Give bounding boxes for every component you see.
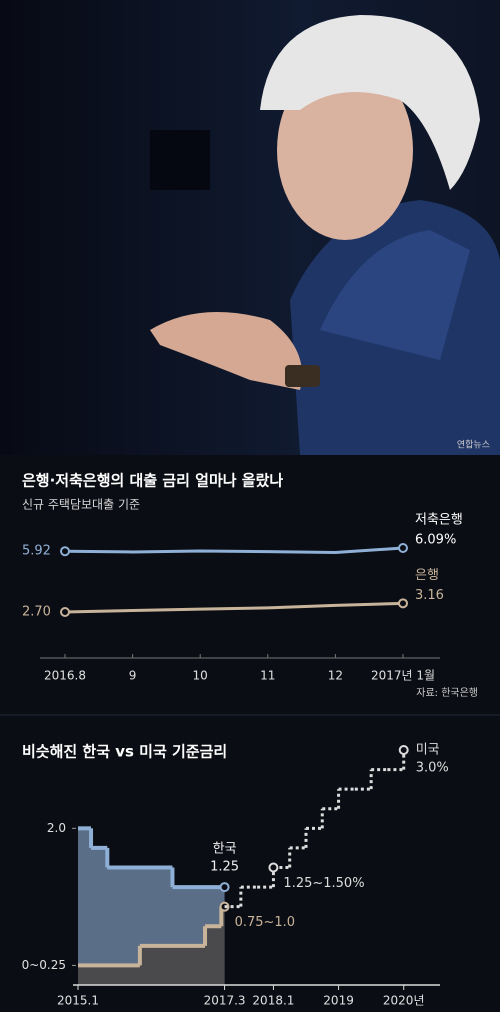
point — [398, 598, 408, 609]
line — [64, 546, 404, 555]
point — [60, 607, 70, 617]
series-name: 저축은행 — [415, 512, 463, 528]
x-tick-label: 2018.1 — [252, 994, 294, 1008]
value-label: 0.75~1.0 — [235, 915, 296, 930]
x-tick-label: 2015.1 — [57, 994, 99, 1008]
point — [268, 862, 279, 873]
chart-subtitle: 신규 주택담보대출 기준 — [22, 498, 140, 512]
x-tick-label: 2016.8 — [44, 669, 86, 683]
series-name: 한국 — [213, 842, 237, 857]
source: 자료: 한국은행 — [416, 687, 478, 699]
line — [64, 601, 404, 614]
value-label: 3.0% — [416, 761, 449, 776]
x-tick-label: 9 — [129, 669, 137, 683]
y-tick-label: 2.0 — [47, 821, 66, 835]
x-tick-label: 2020년 — [383, 994, 425, 1008]
point — [219, 882, 230, 893]
x-tick-label: 2017.3 — [204, 994, 246, 1008]
chart-title: 은행·저축은행의 대출 금리 얼마나 올랐나 — [22, 472, 283, 490]
point — [60, 546, 70, 557]
series-name: 미국 — [416, 743, 440, 758]
value-label: 3.16 — [415, 588, 444, 603]
point — [398, 745, 409, 755]
value-label: 2.70 — [22, 605, 51, 620]
value-label: 6.09% — [415, 533, 456, 548]
y-tick-label: 0~0.25 — [22, 958, 66, 972]
x-tick-label: 2017년 1월 — [371, 669, 435, 683]
value-label: 1.25~1.50% — [283, 876, 364, 891]
photo-credit: 연합뉴스 — [457, 440, 490, 451]
x-tick-label: 10 — [193, 669, 208, 683]
x-tick-label: 2019 — [323, 994, 354, 1008]
series-name: 은행 — [415, 567, 439, 583]
value-label: 1.25 — [210, 860, 239, 875]
photo: 연합뉴스 — [0, 0, 500, 455]
value-label: 5.92 — [22, 544, 51, 559]
x-tick-label: 12 — [328, 669, 343, 683]
x-tick-label: 11 — [260, 669, 275, 683]
chart-title: 비슷해진 한국 vs 미국 기준금리 — [22, 743, 227, 761]
point — [398, 543, 408, 553]
